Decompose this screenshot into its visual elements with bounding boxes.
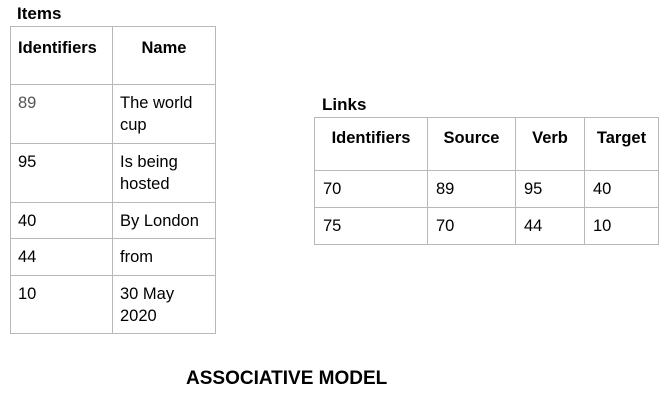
item-name-cell: Is being hosted: [112, 143, 216, 203]
items-table: Identifiers Name 89 The world cup 95 Is …: [10, 26, 216, 334]
table-row: 70 89 95 40: [314, 170, 659, 208]
link-verb-cell: 95: [515, 170, 585, 208]
links-header-verb: Verb: [515, 117, 585, 171]
item-name-cell: from: [112, 238, 216, 276]
table-row: 95 Is being hosted: [10, 143, 216, 203]
item-name-cell: The world cup: [112, 84, 216, 144]
item-name-cell: By London: [112, 202, 216, 239]
item-identifier-cell: 89: [10, 84, 113, 144]
table-row: 40 By London: [10, 202, 216, 239]
table-row: 44 from: [10, 238, 216, 276]
item-name-cell: 30 May 2020: [112, 275, 216, 334]
items-header-identifiers: Identifiers: [10, 26, 113, 85]
links-header-target: Target: [584, 117, 659, 171]
items-header-name: Name: [112, 26, 216, 85]
link-source-cell: 70: [427, 207, 516, 245]
links-header-row: Identifiers Source Verb Target: [314, 117, 659, 171]
item-identifier-cell: 40: [10, 202, 113, 239]
table-row: 10 30 May 2020: [10, 275, 216, 334]
diagram-caption: ASSOCIATIVE MODEL: [186, 368, 388, 389]
items-section-title: Items: [17, 4, 62, 23]
item-identifier-cell: 10: [10, 275, 113, 334]
link-target-cell: 40: [584, 170, 659, 208]
link-target-cell: 10: [584, 207, 659, 245]
link-identifier-cell: 70: [314, 170, 428, 208]
link-source-cell: 89: [427, 170, 516, 208]
links-section-title: Links: [322, 95, 367, 114]
links-table: Identifiers Source Verb Target 70 89 95 …: [314, 117, 659, 245]
link-verb-cell: 44: [515, 207, 585, 245]
item-identifier-cell: 95: [10, 143, 113, 203]
links-header-source: Source: [427, 117, 516, 171]
links-header-identifiers: Identifiers: [314, 117, 428, 171]
table-row: 75 70 44 10: [314, 207, 659, 245]
link-identifier-cell: 75: [314, 207, 428, 245]
item-identifier-cell: 44: [10, 238, 113, 276]
table-row: 89 The world cup: [10, 84, 216, 144]
items-header-row: Identifiers Name: [10, 26, 216, 85]
